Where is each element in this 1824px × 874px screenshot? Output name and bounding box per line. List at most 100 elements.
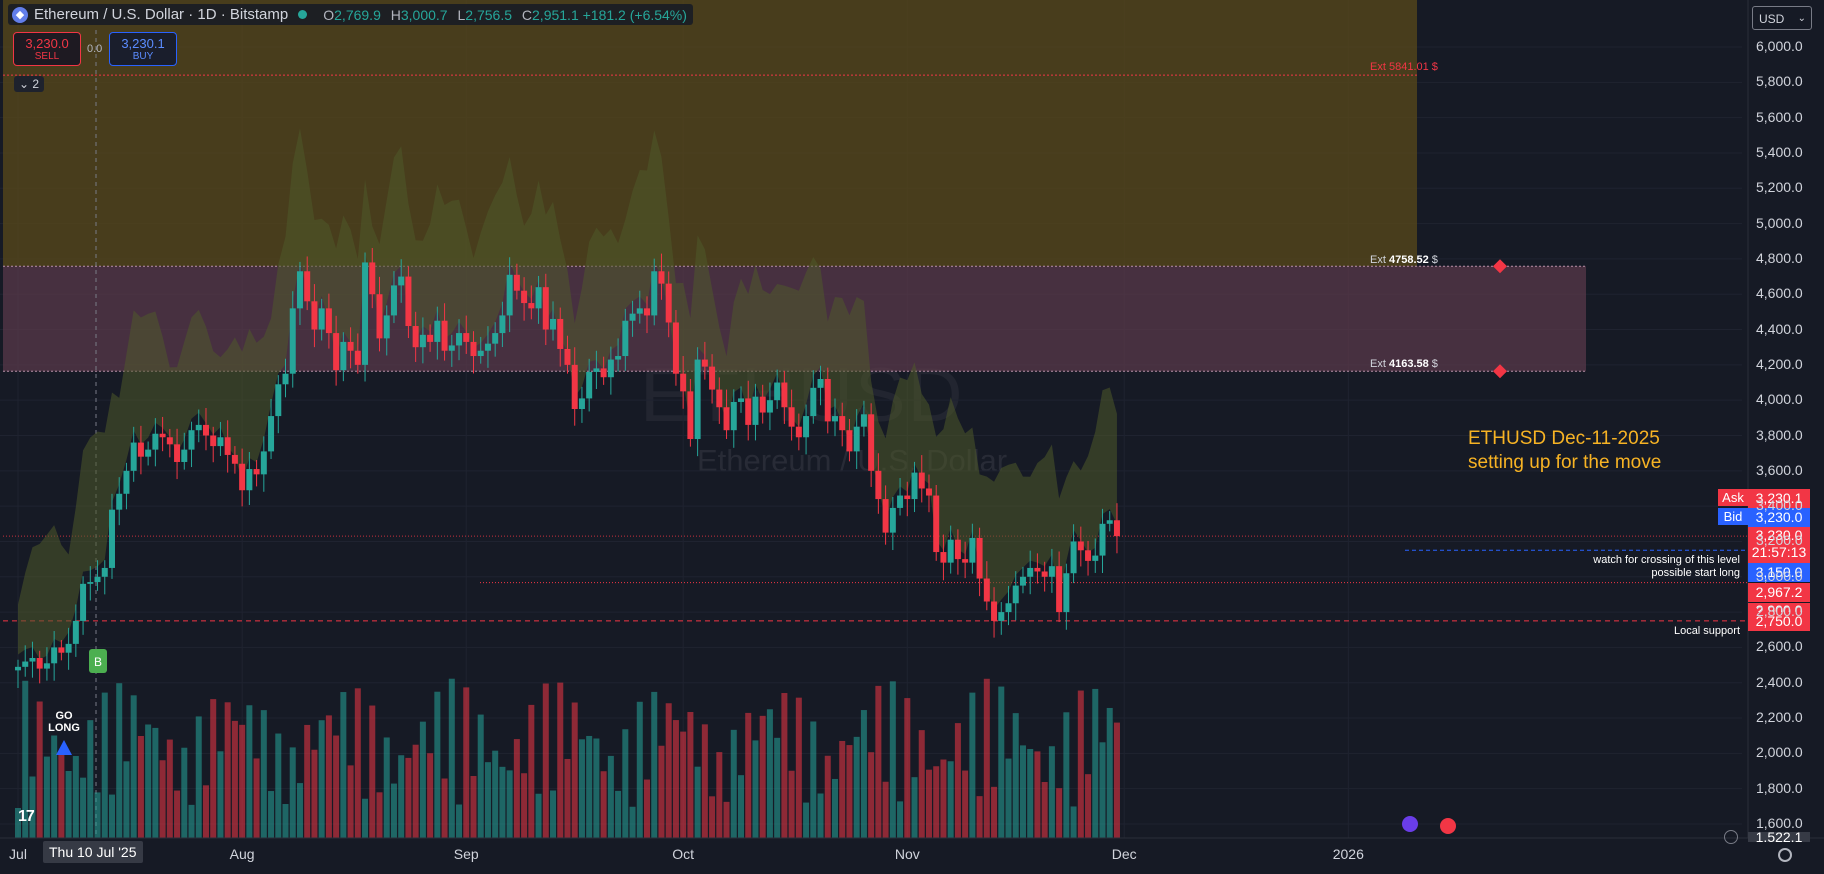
volume-bar — [723, 801, 730, 838]
volume-bar — [210, 699, 217, 838]
volume-bar — [137, 735, 144, 838]
volume-bar — [658, 745, 665, 838]
candle-body — [369, 262, 376, 295]
volume-bar — [831, 778, 838, 838]
volume-bar — [166, 739, 173, 838]
candle-body — [998, 612, 1005, 621]
volume-bar — [188, 804, 195, 838]
note-text[interactable]: ETHUSD Dec-11-2025 setting up for the mo… — [1468, 427, 1661, 475]
symbol-header[interactable]: ◆ Ethereum / U.S. Dollar · 1D · Bitstamp… — [8, 4, 693, 25]
volume-bar — [644, 779, 651, 838]
x-tick-label: Aug — [229, 846, 255, 862]
volume-bar — [810, 721, 817, 838]
volume-bar — [29, 776, 36, 838]
candle-body — [15, 666, 21, 671]
candle-body — [333, 333, 340, 371]
flag-icon[interactable] — [1440, 818, 1456, 834]
volume-bar — [846, 745, 853, 838]
volume-bar — [1106, 707, 1113, 838]
y-tick-label: 2,400.0 — [1756, 673, 1803, 690]
volume-bar — [550, 790, 557, 838]
indicator-count: 2 — [32, 77, 40, 91]
ext-label-1: Ext 5841.01 $ — [1370, 61, 1438, 73]
candle-body — [940, 552, 947, 563]
volume-bar — [918, 730, 925, 838]
bid-label: Bid — [1718, 508, 1748, 525]
volume-bar — [253, 758, 260, 838]
sell-button[interactable]: 3,230.0 SELL — [13, 32, 81, 66]
y-tick-label: 4,800.0 — [1756, 249, 1803, 266]
candle-body — [108, 509, 115, 568]
volume-bar — [557, 682, 564, 838]
candle-body — [1077, 541, 1084, 551]
volume-bar — [51, 735, 58, 838]
candle-body — [925, 488, 932, 496]
y-tick-label: 2,000.0 — [1756, 744, 1803, 761]
currency-select[interactable]: USD ⌄ — [1752, 6, 1812, 30]
volume-bar — [513, 739, 520, 838]
candle-body — [210, 435, 217, 447]
volume-bar — [716, 752, 723, 838]
tradingview-logo[interactable]: 17 — [18, 808, 35, 825]
settings-gear-icon[interactable] — [1778, 848, 1792, 862]
volume-bar — [1012, 713, 1019, 838]
candle-body — [340, 341, 347, 371]
x-tick-label: 2026 — [1332, 846, 1364, 862]
candle-body — [101, 567, 108, 577]
y-tick-label: 3,000.0 — [1756, 567, 1803, 584]
ethereum-icon: ◆ — [12, 6, 28, 23]
candle-body — [730, 401, 737, 431]
volume-bar — [542, 683, 549, 838]
candle-body — [665, 283, 672, 323]
candle-body — [586, 371, 593, 399]
symbol-title[interactable]: Ethereum / U.S. Dollar · 1D · Bitstamp — [34, 6, 289, 23]
ext-marker-diamond — [1493, 364, 1507, 379]
volume-bar — [586, 735, 593, 838]
candle-body — [145, 449, 152, 457]
volume-bar — [701, 724, 708, 838]
candle-body — [137, 442, 144, 457]
last-price: 3,230.0 — [1755, 527, 1803, 543]
candle-body — [282, 373, 289, 385]
candle-body — [651, 271, 658, 316]
volume-bar — [622, 729, 629, 838]
ext2-value: 4758.52 — [1388, 254, 1429, 266]
indicators-toggle[interactable]: ⌄ 2 — [14, 76, 45, 92]
go-long-line-1: GO — [55, 710, 73, 722]
volume-bar — [116, 683, 123, 838]
event-icon[interactable] — [1402, 816, 1418, 832]
volume-bar — [347, 765, 354, 838]
ext1-prefix: Ext — [1370, 61, 1386, 73]
volume-bar — [1085, 774, 1092, 838]
candle-body — [231, 454, 238, 464]
volume-bar — [181, 747, 188, 838]
volume-bar — [940, 759, 947, 838]
x-tick-label: Jul — [9, 846, 27, 862]
volume-bar — [441, 778, 448, 838]
zoom-out-icon[interactable] — [1724, 830, 1738, 844]
high-value: 3,000.7 — [400, 6, 448, 23]
sell-label: SELL — [34, 51, 60, 62]
candle-body — [766, 400, 773, 413]
candle-body — [615, 356, 622, 360]
candle-body — [492, 333, 499, 344]
ext3-unit: $ — [1431, 358, 1438, 370]
volume-bar — [578, 739, 585, 838]
volume-bar — [680, 731, 687, 838]
buy-button[interactable]: 3,230.1 BUY — [109, 32, 177, 66]
watch-note[interactable]: watch for crossing of this level possibl… — [1520, 554, 1740, 580]
volume-bar — [998, 686, 1005, 838]
volume-bar — [535, 793, 542, 838]
candle-body — [94, 576, 101, 583]
volume-bar — [868, 752, 875, 838]
local-support-note[interactable]: Local support — [1673, 625, 1740, 637]
y-tick-label: 3,200.0 — [1756, 532, 1803, 549]
candle-body — [607, 359, 614, 378]
volume-bar — [427, 753, 434, 838]
open-label: O — [323, 6, 335, 23]
volume-bar — [607, 755, 614, 838]
sell-price: 3,230.0 — [25, 36, 69, 51]
volume-bar — [1077, 690, 1084, 838]
volume-bar — [275, 733, 282, 838]
